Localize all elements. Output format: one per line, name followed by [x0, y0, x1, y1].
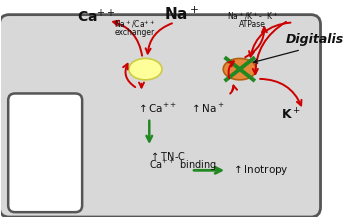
- FancyBboxPatch shape: [0, 15, 321, 217]
- Text: Digitalis: Digitalis: [286, 33, 344, 46]
- Text: Na$^+$/Ca$^{++}$: Na$^+$/Ca$^{++}$: [114, 18, 155, 30]
- FancyBboxPatch shape: [22, 105, 70, 206]
- Text: Na$^+$: Na$^+$: [164, 6, 199, 23]
- Text: K$^+$: K$^+$: [281, 107, 301, 123]
- Text: $\uparrow$TN-C: $\uparrow$TN-C: [149, 150, 186, 162]
- Text: ATPase: ATPase: [239, 20, 266, 29]
- Text: exchanger: exchanger: [114, 28, 155, 37]
- Ellipse shape: [129, 59, 162, 80]
- Text: Na$^+$/K$^+$-  K$^+$: Na$^+$/K$^+$- K$^+$: [227, 11, 278, 22]
- Text: Ca$^{++}$ binding: Ca$^{++}$ binding: [149, 158, 217, 173]
- Text: $\uparrow$Inotropy: $\uparrow$Inotropy: [231, 163, 289, 177]
- Ellipse shape: [223, 59, 256, 80]
- Text: $\uparrow$Ca$^{++}$: $\uparrow$Ca$^{++}$: [136, 101, 177, 115]
- Text: $\uparrow$Na$^+$: $\uparrow$Na$^+$: [189, 101, 225, 115]
- FancyBboxPatch shape: [8, 94, 82, 212]
- Text: Ca$^{++}$: Ca$^{++}$: [77, 8, 116, 25]
